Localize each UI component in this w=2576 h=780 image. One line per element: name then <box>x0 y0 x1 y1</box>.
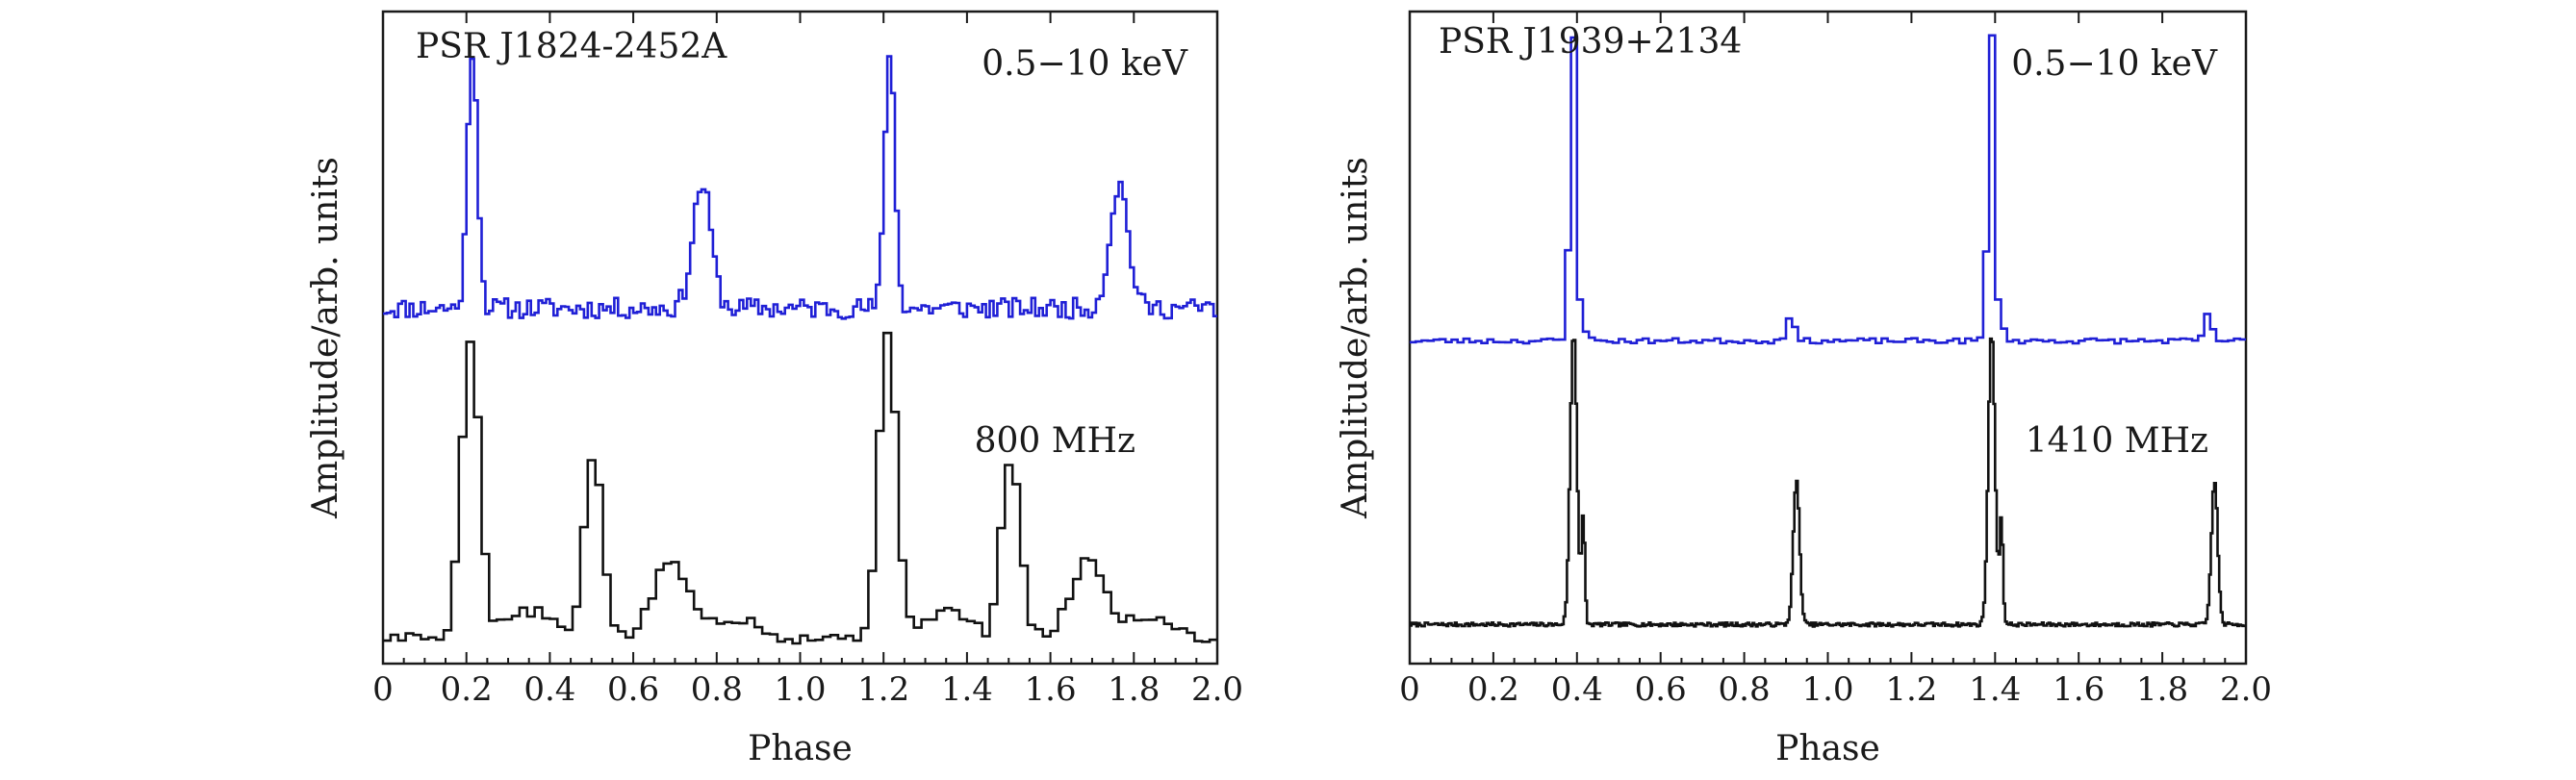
x-tick-label: 1.6 <box>2053 670 2104 709</box>
chart-title-left: PSR J1824-2452A <box>416 27 727 66</box>
x-axis-title-right: Phase <box>1775 729 1880 768</box>
x-tick-label: 1.2 <box>1885 670 1937 709</box>
x-tick-label: 0.8 <box>1719 670 1771 709</box>
series-label-radio-right: 1410 MHz <box>2026 421 2208 461</box>
x-ticks-left: 0 0.2 0.4 0.6 0.8 1.0 1.2 1.4 1.6 1.8 2.0 <box>372 12 1243 709</box>
chart-title-right: PSR J1939+2134 <box>1439 22 1742 62</box>
x-tick-label: 0.8 <box>691 670 743 709</box>
series-line-radio <box>1410 337 2246 628</box>
x-tick-label: 1.4 <box>941 670 993 709</box>
x-tick-label: 1.8 <box>1108 670 1160 709</box>
x-tick-label: 0.2 <box>441 670 493 709</box>
series-label-xray-right: 0.5−10 keV <box>2011 44 2218 84</box>
x-tick-label: 1.0 <box>774 670 826 709</box>
series-line-radio <box>383 331 1217 645</box>
panel-left: 0 0.2 0.4 0.6 0.8 1.0 1.2 1.4 1.6 1.8 2.0 PSR J182… <box>306 10 1243 768</box>
x-tick-label: 1.6 <box>1025 670 1077 709</box>
panel-right: 0 0.2 0.4 0.6 0.8 1.0 1.2 1.4 1.6 1.8 2.0 PSR J193… <box>1336 10 2272 768</box>
x-ticks-right: 0 0.2 0.4 0.6 0.8 1.0 1.2 1.4 1.6 1.8 2.0 <box>1399 12 2272 709</box>
y-axis-title-left: Amplitude/arb. units <box>306 157 345 519</box>
y-axis-title-right: Amplitude/arb. units <box>1336 157 1375 519</box>
x-tick-label: 1.0 <box>1801 670 1853 709</box>
x-tick-label: 0.4 <box>1551 670 1603 709</box>
x-tick-label: 0.6 <box>607 670 659 709</box>
x-axis-title-left: Phase <box>748 729 853 768</box>
plot-frame-left <box>381 10 1219 666</box>
x-tick-label: 0 <box>1399 670 1420 709</box>
series-label-radio-left: 800 MHz <box>975 421 1135 461</box>
series-label-xray-left: 0.5−10 keV <box>982 44 1188 84</box>
series-line-xray <box>383 55 1217 320</box>
series-line-xray <box>1410 34 2246 345</box>
x-tick-label: 1.8 <box>2136 670 2188 709</box>
x-tick-label: 0 <box>372 670 394 709</box>
x-tick-label: 0.6 <box>1635 670 1687 709</box>
x-tick-label: 0.4 <box>523 670 575 709</box>
x-tick-label: 1.4 <box>1969 670 2021 709</box>
series-group-left <box>383 55 1217 645</box>
plot-frame-right <box>1408 10 2248 666</box>
x-tick-label: 0.2 <box>1467 670 1519 709</box>
x-tick-label: 1.2 <box>857 670 909 709</box>
series-group-right <box>1410 34 2246 628</box>
x-tick-label: 2.0 <box>2220 670 2272 709</box>
x-tick-label: 2.0 <box>1191 670 1243 709</box>
